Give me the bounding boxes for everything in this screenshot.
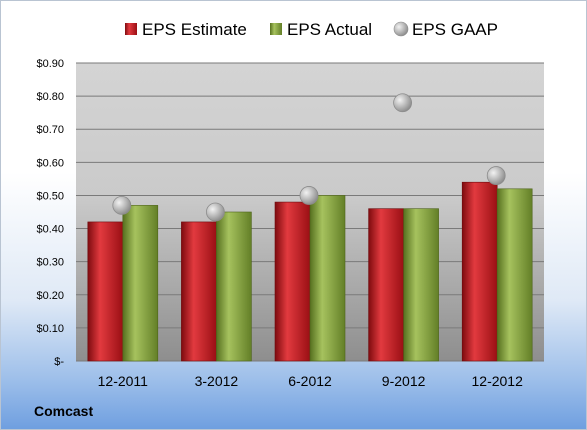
x-tick-label: 6-2012 [288,373,332,389]
y-tick-label: $0.20 [36,290,64,302]
y-tick-label: $0.50 [36,190,64,202]
y-tick-label: $0.90 [36,58,64,70]
y-tick-label: $0.70 [36,124,64,136]
bars [87,181,533,362]
y-tick-label: $0.40 [36,224,64,236]
bar-eps-estimate [181,221,217,362]
x-tick-label: 12-2012 [472,373,524,389]
gaap-point [299,186,319,205]
legend-label-eps-actual: EPS Actual [287,20,372,39]
y-axis-ticks: $- $0.10 $0.20 $0.30 $0.40 $0.50 $0.60 $0.70 $0.… [36,58,64,368]
x-tick-label: 3-2012 [195,373,239,389]
bar-eps-estimate [461,181,498,362]
bar-eps-actual [216,211,252,362]
bar-eps-actual [496,188,533,362]
y-tick-label: $0.30 [36,257,64,269]
y-tick-label: $0.10 [36,323,64,335]
bar-eps-estimate [368,208,404,362]
x-tick-label: 12-2011 [98,373,149,389]
legend-label-eps-gaap: EPS GAAP [412,20,498,39]
gaap-points [112,93,506,222]
x-tick-label: 9-2012 [382,373,426,389]
bar-eps-estimate [274,201,311,362]
y-tick-label: $0.60 [36,157,64,169]
bar-eps-estimate [87,221,124,362]
gaap-point [393,93,413,113]
gaap-point [205,202,225,222]
gaap-point [486,166,506,185]
legend: EPS Estimate EPS Actual EPS GAAP [125,20,498,39]
bar-eps-actual [309,195,346,362]
y-tick-label: $0.80 [36,91,64,103]
legend-swatch-eps-estimate [125,23,137,35]
x-axis-ticks: 12-2011 3-2012 6-2012 9-2012 12-2012 [98,373,523,389]
y-tick-label: $- [54,356,64,368]
legend-swatch-eps-gaap [393,21,409,37]
gaap-point [112,195,132,215]
legend-label-eps-estimate: EPS Estimate [142,20,247,39]
bar-eps-actual [122,205,159,362]
company-label: Comcast [34,403,94,419]
bar-eps-actual [403,208,439,362]
legend-swatch-eps-actual [270,23,282,35]
